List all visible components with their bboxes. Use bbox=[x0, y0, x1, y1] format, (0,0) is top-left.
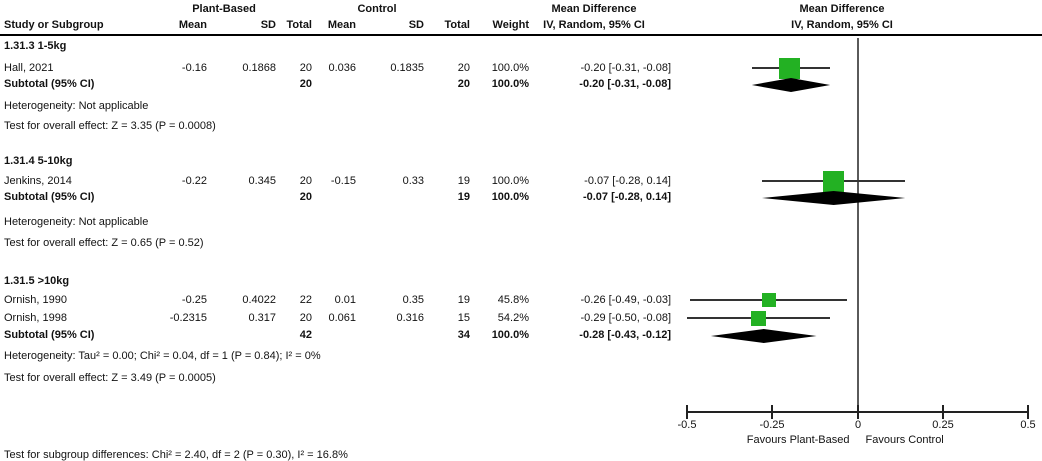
subtotal-label: Subtotal (95% CI) bbox=[4, 191, 95, 203]
subtotal-label: Subtotal (95% CI) bbox=[4, 329, 95, 341]
effect-square bbox=[751, 311, 766, 326]
study-name: Ornish, 1998 bbox=[4, 312, 67, 324]
study-plant-mean: -0.2315 bbox=[169, 312, 207, 324]
study-plant-sd: 0.4022 bbox=[242, 294, 276, 306]
col-header-control-total: Total bbox=[444, 19, 470, 31]
col-header-weight: Weight bbox=[492, 19, 529, 31]
header-mean-difference-values: Mean Difference bbox=[551, 3, 637, 15]
study-plant-total: 20 bbox=[299, 175, 312, 187]
study-control-sd: 0.33 bbox=[402, 175, 424, 187]
axis-tick-label: 0.25 bbox=[932, 419, 954, 431]
study-control-total: 15 bbox=[457, 312, 470, 324]
col-header-method-values: IV, Random, 95% CI bbox=[543, 19, 645, 31]
effect-square bbox=[823, 171, 844, 192]
favours-right-label: Favours Control bbox=[865, 434, 944, 446]
subtotal-label: Subtotal (95% CI) bbox=[4, 78, 95, 90]
col-header-control-sd: SD bbox=[408, 19, 424, 31]
overall-effect-text: Test for overall effect: Z = 3.35 (P = 0… bbox=[4, 120, 216, 132]
effect-square bbox=[779, 58, 800, 79]
study-plant-sd: 0.317 bbox=[248, 312, 276, 324]
study-plant-total: 20 bbox=[299, 62, 312, 74]
study-ci-text: -0.20 [-0.31, -0.08] bbox=[580, 62, 672, 74]
subtotal-ci-text: -0.07 [-0.28, 0.14] bbox=[582, 191, 671, 203]
study-control-mean: 0.036 bbox=[328, 62, 356, 74]
overall-effect-text: Test for overall effect: Z = 3.49 (P = 0… bbox=[4, 372, 216, 384]
study-control-mean: 0.01 bbox=[334, 294, 356, 306]
study-plant-sd: 0.345 bbox=[248, 175, 276, 187]
col-header-control-mean: Mean bbox=[327, 19, 356, 31]
subtotal-control-total: 34 bbox=[457, 329, 470, 341]
subtotal-control-total: 19 bbox=[457, 191, 470, 203]
col-header-plant-sd: SD bbox=[260, 19, 276, 31]
header-group-plant-based: Plant-Based bbox=[192, 3, 256, 15]
favours-left-label: Favours Plant-Based bbox=[746, 434, 850, 446]
subtotal-weight: 100.0% bbox=[491, 329, 529, 341]
study-plant-mean: -0.22 bbox=[181, 175, 207, 187]
study-name: Ornish, 1990 bbox=[4, 294, 67, 306]
axis-tick bbox=[857, 405, 859, 419]
heterogeneity-text: Heterogeneity: Tau² = 0.00; Chi² = 0.04,… bbox=[4, 350, 321, 362]
overall-effect-text: Test for overall effect: Z = 0.65 (P = 0… bbox=[4, 237, 204, 249]
subgroup-title: 1.31.4 5-10kg bbox=[4, 155, 73, 167]
study-ci-text: -0.07 [-0.28, 0.14] bbox=[584, 175, 671, 187]
axis-tick bbox=[942, 405, 944, 419]
subtotal-weight: 100.0% bbox=[491, 78, 529, 90]
subtotal-diamond bbox=[710, 329, 817, 343]
subtotal-plant-total: 20 bbox=[299, 78, 312, 90]
study-control-sd: 0.35 bbox=[402, 294, 424, 306]
col-header-study: Study or Subgroup bbox=[4, 19, 104, 31]
study-weight: 100.0% bbox=[491, 62, 529, 74]
axis-tick-label: 0.5 bbox=[1020, 419, 1036, 431]
study-weight: 45.8% bbox=[497, 294, 529, 306]
study-weight: 100.0% bbox=[491, 175, 529, 187]
study-plant-total: 22 bbox=[299, 294, 312, 306]
subtotal-plant-total: 42 bbox=[299, 329, 312, 341]
study-name: Jenkins, 2014 bbox=[4, 175, 72, 187]
study-control-mean: -0.15 bbox=[330, 175, 356, 187]
col-header-plant-mean: Mean bbox=[178, 19, 207, 31]
col-header-method-plot: IV, Random, 95% CI bbox=[791, 19, 893, 31]
study-name: Hall, 2021 bbox=[4, 62, 54, 74]
col-header-plant-total: Total bbox=[286, 19, 312, 31]
axis-tick bbox=[1027, 405, 1029, 419]
heterogeneity-text: Heterogeneity: Not applicable bbox=[4, 100, 149, 112]
study-plant-total: 20 bbox=[299, 312, 312, 324]
study-plant-mean: -0.25 bbox=[181, 294, 207, 306]
study-control-mean: 0.061 bbox=[328, 312, 356, 324]
study-ci-text: -0.26 [-0.49, -0.03] bbox=[580, 294, 672, 306]
study-plant-sd: 0.1868 bbox=[242, 62, 276, 74]
axis-tick-label: 0 bbox=[854, 419, 862, 431]
study-control-total: 19 bbox=[457, 175, 470, 187]
subtotal-weight: 100.0% bbox=[491, 191, 529, 203]
study-control-sd: 0.1835 bbox=[390, 62, 424, 74]
effect-square bbox=[762, 293, 776, 307]
heterogeneity-text: Heterogeneity: Not applicable bbox=[4, 216, 149, 228]
subtotal-control-total: 20 bbox=[457, 78, 470, 90]
study-control-total: 19 bbox=[457, 294, 470, 306]
zero-line bbox=[857, 38, 859, 411]
study-weight: 54.2% bbox=[497, 312, 529, 324]
axis-tick-label: -0.5 bbox=[677, 419, 697, 431]
subgroup-title: 1.31.5 >10kg bbox=[4, 275, 70, 287]
subtotal-diamond bbox=[751, 78, 831, 92]
axis-tick bbox=[686, 405, 688, 419]
subtotal-diamond bbox=[762, 191, 906, 205]
header-mean-difference-plot: Mean Difference bbox=[799, 3, 885, 15]
subtotal-plant-total: 20 bbox=[299, 191, 312, 203]
subtotal-ci-text: -0.28 [-0.43, -0.12] bbox=[579, 329, 671, 341]
subgroup-title: 1.31.3 1-5kg bbox=[4, 40, 67, 52]
subtotal-ci-text: -0.20 [-0.31, -0.08] bbox=[579, 78, 671, 90]
subgroup-differences-text: Test for subgroup differences: Chi² = 2.… bbox=[4, 449, 348, 461]
study-control-total: 20 bbox=[457, 62, 470, 74]
study-plant-mean: -0.16 bbox=[181, 62, 207, 74]
study-ci-text: -0.29 [-0.50, -0.08] bbox=[580, 312, 672, 324]
axis-tick bbox=[771, 405, 773, 419]
header-group-control: Control bbox=[357, 3, 397, 15]
study-control-sd: 0.316 bbox=[396, 312, 424, 324]
header-divider-rule bbox=[0, 34, 1042, 36]
axis-tick-label: -0.25 bbox=[759, 419, 785, 431]
